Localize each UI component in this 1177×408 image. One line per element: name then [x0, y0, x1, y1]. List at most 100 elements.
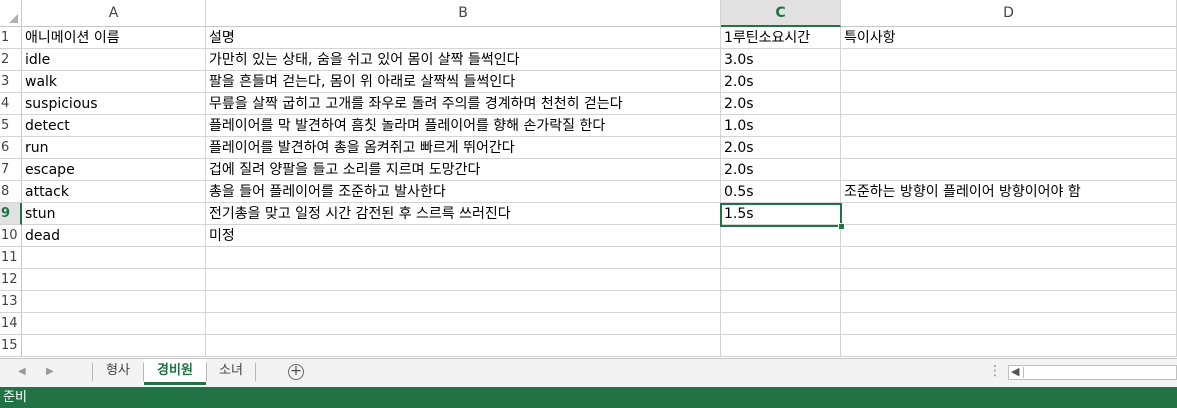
row-header[interactable]: 2 — [0, 49, 22, 71]
cell-c8[interactable]: 0.5s — [721, 181, 841, 203]
cell-b8[interactable]: 총을 들어 플레이어를 조준하고 발사한다 — [206, 181, 721, 203]
cell-d2[interactable] — [841, 49, 1177, 71]
cell-c3[interactable]: 2.0s — [721, 71, 841, 93]
cell-b4[interactable]: 무릎을 살짝 굽히고 고개를 좌우로 돌려 주의를 경계하며 천천히 걷는다 — [206, 93, 721, 115]
cell-d13[interactable] — [841, 291, 1177, 313]
cell-d8[interactable]: 조준하는 방향이 플레이어 방향이어야 함 — [841, 181, 1177, 203]
cell-d6[interactable] — [841, 137, 1177, 159]
cell-b2[interactable]: 가만히 있는 상태, 숨을 쉬고 있어 몸이 살짝 들썩인다 — [206, 49, 721, 71]
sheet-tab-bar: ◀ ▶ 형사 경비원 소녀 + ⋮ ◀ — [0, 358, 1177, 387]
table-row: 10 dead 미정 — [0, 225, 1177, 247]
cell-c15[interactable] — [721, 335, 841, 357]
row-header[interactable]: 7 — [0, 159, 22, 181]
row-header[interactable]: 4 — [0, 93, 22, 115]
cell-c4[interactable]: 2.0s — [721, 93, 841, 115]
cell-b12[interactable] — [206, 269, 721, 291]
triangle-left-icon[interactable]: ◀ — [18, 366, 26, 377]
column-header-d[interactable]: D — [841, 0, 1177, 27]
cell-b7[interactable]: 겁에 질려 양팔을 들고 소리를 지르며 도망간다 — [206, 159, 721, 181]
row-header[interactable]: 8 — [0, 181, 22, 203]
cell-c11[interactable] — [721, 247, 841, 269]
tab-divider — [255, 363, 256, 381]
cell-a7[interactable]: escape — [22, 159, 206, 181]
column-header-b[interactable]: B — [206, 0, 721, 27]
cell-c10[interactable] — [721, 225, 841, 247]
cell-b13[interactable] — [206, 291, 721, 313]
cell-c14[interactable] — [721, 313, 841, 335]
column-header-a[interactable]: A — [22, 0, 206, 27]
cell-d5[interactable] — [841, 115, 1177, 137]
tab-divider — [92, 363, 93, 381]
tab-divider — [143, 363, 144, 381]
cell-a3[interactable]: walk — [22, 71, 206, 93]
cell-a12[interactable] — [22, 269, 206, 291]
row-header[interactable]: 9 — [0, 203, 22, 225]
tab-sonyeo[interactable]: 소녀 — [219, 363, 243, 378]
table-row: 4 suspicious 무릎을 살짝 굽히고 고개를 좌우로 돌려 주의를 경… — [0, 93, 1177, 115]
tab-gyeongbiwon[interactable]: 경비원 — [144, 359, 206, 385]
table-row: 1 애니메이션 이름 설명 1루틴소요시간 특이사항 — [0, 27, 1177, 49]
cell-d7[interactable] — [841, 159, 1177, 181]
cell-a8[interactable]: attack — [22, 181, 206, 203]
cell-a13[interactable] — [22, 291, 206, 313]
fill-handle[interactable] — [838, 223, 845, 230]
cell-a5[interactable]: detect — [22, 115, 206, 137]
cell-d12[interactable] — [841, 269, 1177, 291]
cell-c6[interactable]: 2.0s — [721, 137, 841, 159]
cell-a6[interactable]: run — [22, 137, 206, 159]
cell-a10[interactable]: dead — [22, 225, 206, 247]
row-header[interactable]: 1 — [0, 27, 22, 49]
cell-d4[interactable] — [841, 93, 1177, 115]
horizontal-scrollbar[interactable]: ◀ — [1008, 365, 1177, 380]
cell-d15[interactable] — [841, 335, 1177, 357]
cell-c5[interactable]: 1.0s — [721, 115, 841, 137]
row-header[interactable]: 15 — [0, 335, 22, 357]
cell-c9[interactable]: 1.5s — [721, 203, 841, 225]
cell-b10[interactable]: 미정 — [206, 225, 721, 247]
cell-b6[interactable]: 플레이어를 발견하여 총을 옴켜쥐고 빠르게 뛰어간다 — [206, 137, 721, 159]
cell-c7[interactable]: 2.0s — [721, 159, 841, 181]
cell-a9[interactable]: stun — [22, 203, 206, 225]
column-header-c[interactable]: C — [721, 0, 841, 27]
cell-a11[interactable] — [22, 247, 206, 269]
cell-a4[interactable]: suspicious — [22, 93, 206, 115]
scrollbar-thumb[interactable] — [1023, 367, 1176, 378]
row-header[interactable]: 12 — [0, 269, 22, 291]
cell-a14[interactable] — [22, 313, 206, 335]
cell-b9[interactable]: 전기총을 맞고 일정 시간 감전된 후 스르륵 쓰러진다 — [206, 203, 721, 225]
row-header[interactable]: 14 — [0, 313, 22, 335]
triangle-right-icon[interactable]: ▶ — [46, 366, 54, 377]
cell-d3[interactable] — [841, 71, 1177, 93]
cell-d9[interactable] — [841, 203, 1177, 225]
cell-a15[interactable] — [22, 335, 206, 357]
cell-b11[interactable] — [206, 247, 721, 269]
plus-circle-icon[interactable]: + — [288, 364, 304, 380]
select-all-corner[interactable] — [0, 0, 22, 27]
table-row: 11 — [0, 247, 1177, 269]
row-header[interactable]: 13 — [0, 291, 22, 313]
tab-hyeongsa[interactable]: 형사 — [106, 363, 130, 378]
scroll-left-icon[interactable]: ◀ — [1011, 365, 1020, 378]
row-header[interactable]: 3 — [0, 71, 22, 93]
cell-b14[interactable] — [206, 313, 721, 335]
row-header[interactable]: 5 — [0, 115, 22, 137]
cell-c2[interactable]: 3.0s — [721, 49, 841, 71]
cell-d11[interactable] — [841, 247, 1177, 269]
row-header[interactable]: 6 — [0, 137, 22, 159]
cell-b5[interactable]: 플레이어를 막 발견하여 흠칫 놀라며 플레이어를 향해 손가락질 한다 — [206, 115, 721, 137]
row-header[interactable]: 11 — [0, 247, 22, 269]
cell-d1[interactable]: 특이사항 — [841, 27, 1177, 49]
cell-c13[interactable] — [721, 291, 841, 313]
row-header[interactable]: 10 — [0, 225, 22, 247]
cell-c1[interactable]: 1루틴소요시간 — [721, 27, 841, 49]
cell-d10[interactable] — [841, 225, 1177, 247]
cell-a2[interactable]: idle — [22, 49, 206, 71]
cell-b3[interactable]: 팔을 흔들며 걷는다, 몸이 위 아래로 살짝씩 들썩인다 — [206, 71, 721, 93]
cell-a1[interactable]: 애니메이션 이름 — [22, 27, 206, 49]
cell-b15[interactable] — [206, 335, 721, 357]
cell-d14[interactable] — [841, 313, 1177, 335]
cell-b1[interactable]: 설명 — [206, 27, 721, 49]
spreadsheet-grid[interactable]: A B C D 1 애니메이션 이름 설명 1루틴소요시간 특이사항 2 idl… — [0, 0, 1177, 358]
cell-c12[interactable] — [721, 269, 841, 291]
more-options-icon[interactable]: ⋮ — [988, 363, 1002, 379]
